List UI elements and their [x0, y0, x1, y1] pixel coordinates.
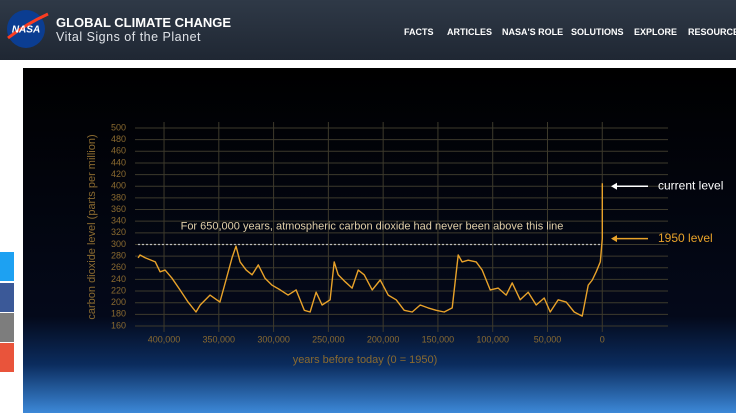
nav-link[interactable]: ARTICLES: [447, 27, 492, 37]
x-tick-label: 300,000: [257, 334, 290, 344]
nav-link[interactable]: SOLUTIONS: [571, 27, 624, 37]
marker-label: 1950 level: [658, 231, 713, 245]
x-tick-label: 350,000: [203, 334, 236, 344]
y-tick-label: 480: [111, 134, 126, 144]
y-tick-label: 500: [111, 122, 126, 132]
y-tick-label: 340: [111, 216, 126, 226]
y-tick-label: 160: [111, 320, 126, 330]
y-tick-label: 420: [111, 169, 126, 179]
y-tick-label: 400: [111, 181, 126, 191]
y-tick-label: 220: [111, 285, 126, 295]
chart-background: [23, 68, 736, 413]
share-more[interactable]: [0, 343, 14, 372]
x-tick-label: 150,000: [422, 334, 455, 344]
y-tick-label: 460: [111, 146, 126, 156]
y-axis-label: carbon dioxide level (parts per million): [86, 134, 98, 319]
x-tick-label: 250,000: [312, 334, 345, 344]
logo[interactable]: NASA: [4, 6, 64, 66]
y-tick-label: 320: [111, 227, 126, 237]
x-tick-label: 100,000: [476, 334, 509, 344]
share-twitter[interactable]: [0, 252, 14, 281]
nav-link[interactable]: NASA'S ROLE: [502, 27, 564, 37]
annotation: For 650,000 years, atmospheric carbon di…: [181, 220, 564, 232]
y-tick-label: 360: [111, 204, 126, 214]
header: NASA GLOBAL CLIMATE CHANGE Vital Signs o…: [0, 0, 736, 60]
x-tick-label: 200,000: [367, 334, 400, 344]
y-tick-label: 180: [111, 309, 126, 319]
site-title[interactable]: GLOBAL CLIMATE CHANGE: [56, 15, 232, 30]
y-tick-label: 380: [111, 192, 126, 202]
marker-arrowhead: [611, 235, 617, 243]
nav-link[interactable]: EXPLORE: [634, 27, 678, 37]
nav-link[interactable]: RESOURCES: [688, 27, 736, 37]
x-tick-label: 50,000: [534, 334, 562, 344]
y-tick-label: 200: [111, 297, 126, 307]
data-line: [137, 183, 603, 317]
logo-swoosh: [7, 12, 49, 40]
x-tick-label: 400,000: [148, 334, 181, 344]
nav-link[interactable]: FACTS: [404, 27, 434, 37]
y-tick-label: 260: [111, 262, 126, 272]
x-axis-label: years before today (0 = 1950): [293, 354, 438, 366]
share-email[interactable]: [0, 313, 14, 342]
logo-text: NASA: [12, 25, 40, 36]
y-tick-label: 240: [111, 274, 126, 284]
x-tick-label: 0: [600, 334, 605, 344]
site-subtitle: Vital Signs of the Planet: [56, 30, 201, 44]
share-facebook[interactable]: [0, 283, 14, 312]
marker-arrowhead: [611, 182, 617, 190]
marker-label: current level: [658, 178, 723, 192]
y-tick-label: 300: [111, 239, 126, 249]
y-tick-label: 280: [111, 250, 126, 260]
y-tick-label: 440: [111, 157, 126, 167]
